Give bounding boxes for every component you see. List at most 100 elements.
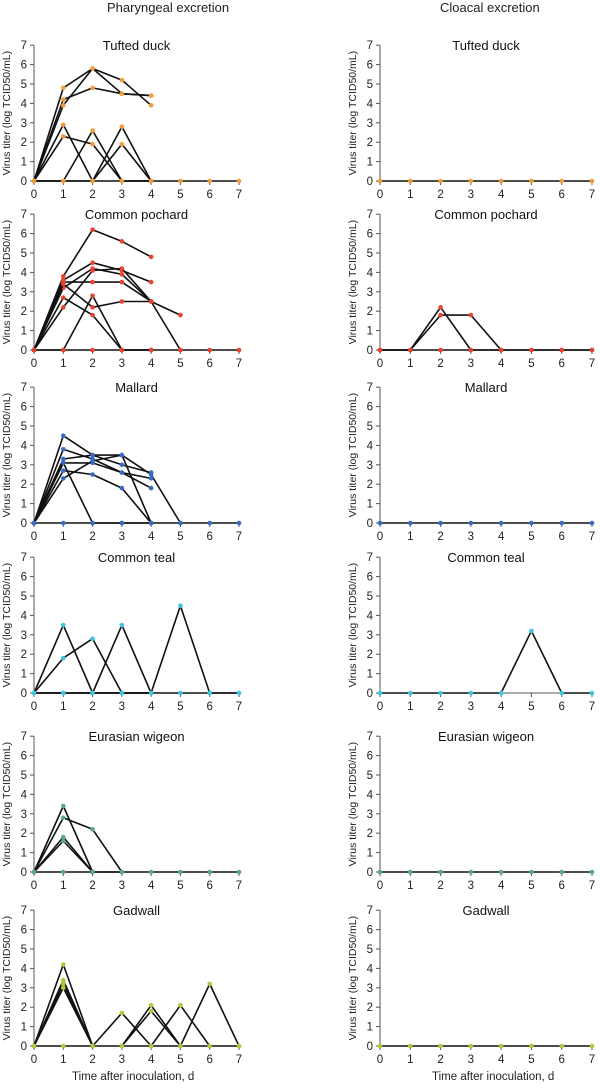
data-point xyxy=(119,462,125,468)
series-line xyxy=(33,963,94,1047)
y-tick-label: 6 xyxy=(21,402,27,414)
x-tick-label: 4 xyxy=(498,880,505,892)
data-point xyxy=(178,178,183,184)
x-tick-label: 6 xyxy=(207,880,213,892)
data-point xyxy=(119,178,125,184)
data-point xyxy=(119,239,125,244)
x-tick-label: 5 xyxy=(177,701,183,713)
data-point xyxy=(31,178,37,184)
x-tick-label: 5 xyxy=(528,358,534,370)
x-tick-label: 3 xyxy=(468,1054,474,1066)
data-point xyxy=(207,981,213,987)
data-point xyxy=(60,622,66,628)
y-tick-label: 7 xyxy=(367,209,373,221)
data-point xyxy=(498,1043,504,1049)
y-tick-label: 0 xyxy=(367,867,373,879)
y-tick-label: 1 xyxy=(21,499,27,511)
data-point xyxy=(559,347,565,353)
data-point xyxy=(178,869,183,875)
data-point xyxy=(60,460,66,466)
data-point xyxy=(438,305,443,310)
y-tick-label: 7 xyxy=(367,40,373,52)
x-tick-label: 5 xyxy=(177,1054,183,1066)
data-point xyxy=(119,347,125,353)
y-tick-label: 3 xyxy=(21,460,27,472)
x-tick-label: 2 xyxy=(89,531,95,543)
panel-title: Tufted duck xyxy=(103,38,171,53)
y-tick-label: 0 xyxy=(367,176,373,188)
series-line xyxy=(34,129,152,182)
y-tick-label: 7 xyxy=(367,731,373,743)
data-point xyxy=(90,227,95,233)
x-tick-label: 6 xyxy=(559,880,565,892)
x-tick-label: 0 xyxy=(31,701,37,713)
data-point xyxy=(119,141,125,147)
data-point xyxy=(148,1043,154,1049)
y-tick-label: 1 xyxy=(21,669,27,681)
data-point xyxy=(60,433,66,439)
y-tick-label: 6 xyxy=(21,572,27,584)
data-point xyxy=(529,347,534,353)
y-tick-label: 5 xyxy=(21,591,27,603)
series-line xyxy=(34,604,239,694)
data-point xyxy=(119,77,125,83)
series-line xyxy=(380,630,592,694)
data-point xyxy=(60,520,66,526)
y-tick-label: 2 xyxy=(21,479,27,491)
y-tick-label: 3 xyxy=(367,287,373,299)
y-tick-label: 7 xyxy=(21,552,27,564)
data-point xyxy=(148,470,154,475)
data-point xyxy=(438,1043,443,1049)
y-axis-label: Virus titer (log TCID50/mL) xyxy=(1,563,13,687)
x-tick-label: 3 xyxy=(468,358,474,370)
x-tick-label: 6 xyxy=(559,1054,565,1066)
data-point xyxy=(60,981,66,987)
x-tick-label: 7 xyxy=(589,1054,595,1066)
y-tick-label: 5 xyxy=(21,79,27,91)
data-point xyxy=(529,520,534,526)
y-tick-label: 6 xyxy=(21,229,27,241)
data-point xyxy=(498,690,504,696)
panel-pharyngeal-common-teal: 0 1 2 3 4 5 6 7 0 1 2 3 4 5 6 7 Virus titer (log TCID50/… xyxy=(1,550,242,713)
y-tick-label: 7 xyxy=(367,552,373,564)
y-tick-label: 0 xyxy=(367,345,373,357)
x-tick-label: 2 xyxy=(437,358,443,370)
data-point xyxy=(236,690,242,696)
data-point xyxy=(468,312,474,318)
data-point xyxy=(60,134,66,139)
y-tick-label: 6 xyxy=(367,751,373,763)
x-tick-label: 4 xyxy=(148,189,155,201)
y-tick-label: 7 xyxy=(21,40,27,52)
data-point xyxy=(60,85,66,91)
x-tick-label: 5 xyxy=(528,880,534,892)
data-point xyxy=(148,299,154,304)
data-point xyxy=(60,869,66,875)
series-line xyxy=(33,624,152,694)
series-line xyxy=(380,306,592,351)
panel-title: Mallard xyxy=(465,380,508,395)
y-tick-label: 5 xyxy=(367,591,373,603)
data-point xyxy=(468,178,474,184)
y-axis-label: Virus titer (log TCID50/mL) xyxy=(1,51,13,175)
data-point xyxy=(90,178,95,184)
series-line xyxy=(33,816,123,873)
y-tick-label: 2 xyxy=(367,1002,373,1014)
data-point xyxy=(90,347,95,353)
panel-title: Eurasian wigeon xyxy=(88,729,184,744)
data-point xyxy=(559,690,565,696)
data-point xyxy=(90,1043,95,1049)
y-axis-label: Virus titer (log TCID50/mL) xyxy=(1,220,13,344)
data-point xyxy=(90,260,95,266)
data-point xyxy=(90,520,95,526)
x-tick-label: 4 xyxy=(148,358,155,370)
data-point xyxy=(119,272,125,277)
y-tick-label: 5 xyxy=(367,421,373,433)
x-tick-label: 1 xyxy=(407,531,413,543)
y-tick-label: 4 xyxy=(367,610,374,622)
y-tick-label: 2 xyxy=(367,828,373,840)
x-tick-label: 3 xyxy=(119,358,125,370)
panel-cloacal-gadwall: 0 1 2 3 4 5 6 7 0 1 2 3 4 5 6 7 Virus titer (log TCID50/… xyxy=(347,903,595,1066)
data-point xyxy=(90,305,95,310)
x-tick-label: 4 xyxy=(148,1054,155,1066)
series-line xyxy=(33,67,152,182)
